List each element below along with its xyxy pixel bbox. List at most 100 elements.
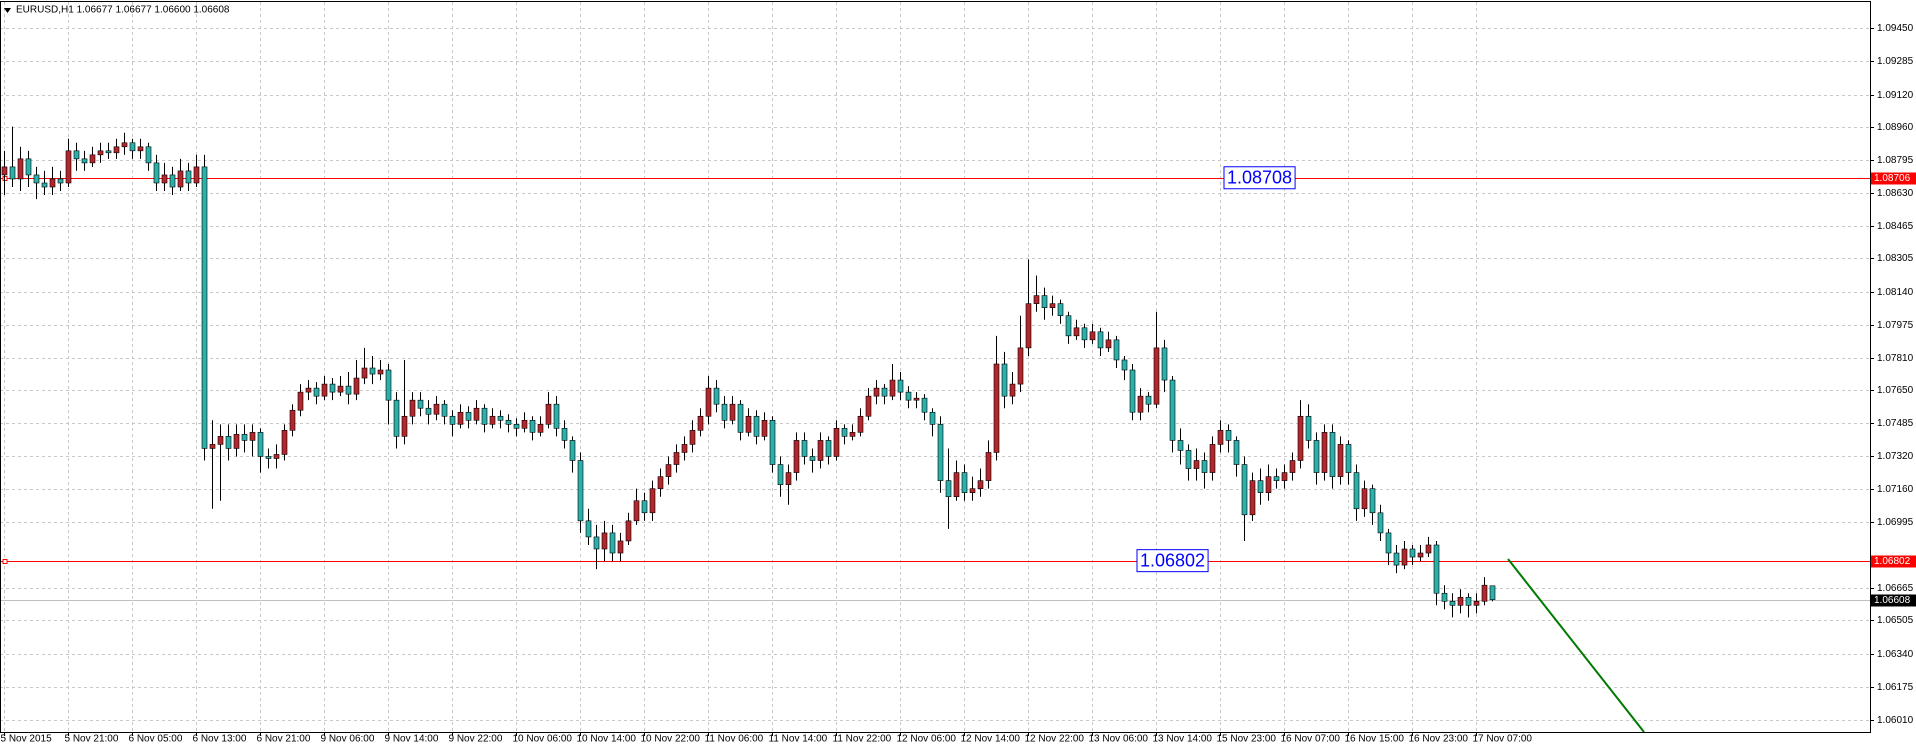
candle-body: [881, 387, 888, 397]
x-tick-label: 11 Nov 06:00: [705, 734, 764, 744]
candle-body: [161, 174, 168, 184]
candle-body: [1241, 464, 1248, 516]
candle-body: [1089, 331, 1096, 341]
y-tick-label: 1.08795: [1877, 155, 1914, 166]
candle-body: [145, 146, 152, 164]
candle-body: [777, 464, 784, 485]
candle-body: [49, 178, 56, 188]
y-tick-label: 1.09120: [1877, 90, 1914, 101]
candle-body: [1017, 347, 1024, 385]
candle-body: [1441, 592, 1448, 602]
candle-body: [185, 170, 192, 184]
candle-body: [745, 415, 752, 433]
y-tick-label: 1.08465: [1877, 221, 1914, 232]
candle-body: [1129, 369, 1136, 413]
candle-body: [1185, 450, 1192, 469]
candle-body: [1169, 379, 1176, 441]
candle-body: [329, 383, 336, 393]
x-tick-label: 16 Nov 23:00: [1409, 734, 1469, 744]
y-tick-label: 1.06010: [1877, 715, 1914, 726]
chart-title: EURUSD,H1 1.06677 1.06677 1.06600 1.0660…: [16, 5, 230, 16]
candle-body: [585, 520, 592, 538]
candle-body: [177, 170, 184, 188]
candle-body: [833, 428, 840, 457]
price-tag: [1871, 555, 1916, 568]
candle-body: [985, 452, 992, 481]
y-tick-label: 1.08140: [1877, 287, 1914, 298]
candle-body: [1137, 395, 1144, 413]
candle-body: [457, 411, 464, 425]
annotation-box: [1136, 549, 1209, 573]
candle-body: [65, 150, 72, 184]
mark-layer: 1.08708 1.06802: [0, 126, 1870, 733]
candle-body: [1025, 303, 1032, 349]
y-tick-label: 1.06995: [1877, 517, 1914, 528]
candle-body: [265, 456, 272, 459]
candle-body: [569, 440, 576, 461]
y-tick-label: 1.07975: [1877, 320, 1914, 331]
y-tick-label: 1.08305: [1877, 253, 1914, 264]
candle-body: [937, 424, 944, 481]
candle-body: [41, 182, 48, 188]
candle-body: [1033, 295, 1040, 304]
candle-body: [153, 162, 160, 184]
y-tick-label: 1.09285: [1877, 56, 1914, 67]
candle-body: [1121, 359, 1128, 371]
candle-body: [393, 399, 400, 437]
candle-body: [1041, 295, 1048, 308]
x-tick-label: 9 Nov 06:00: [321, 734, 375, 744]
x-tick-label: 13 Nov 06:00: [1089, 734, 1149, 744]
annotation-text: 1.06802: [1140, 550, 1205, 570]
last-price-label: 1.06608: [1874, 595, 1911, 606]
x-tick-label: 12 Nov 14:00: [961, 734, 1021, 744]
candle-body: [1193, 460, 1200, 469]
price-tag-label: 1.08706: [1874, 173, 1911, 184]
candle-body: [793, 440, 800, 473]
candle-body: [1385, 532, 1392, 554]
candle-body: [1449, 600, 1456, 606]
candle-body: [425, 407, 432, 415]
x-tick-label: 11 Nov 22:00: [833, 734, 892, 744]
candle-body: [729, 403, 736, 421]
y-tick-label: 1.08960: [1877, 122, 1914, 133]
candle-body: [305, 387, 312, 393]
candle-body: [849, 432, 856, 437]
x-tick-label: 13 Nov 14:00: [1153, 734, 1213, 744]
candle-body: [1417, 552, 1424, 558]
candle-body: [113, 146, 120, 154]
candle-body: [673, 452, 680, 465]
candle-body: [257, 432, 264, 457]
x-tick-label: 16 Nov 15:00: [1345, 734, 1405, 744]
candle-body: [785, 472, 792, 485]
candle-body: [841, 428, 848, 437]
x-tick-label: 6 Nov 21:00: [257, 734, 311, 744]
candle-body: [169, 174, 176, 188]
candle-body: [377, 369, 384, 375]
candle-body: [1249, 480, 1256, 516]
y-tick-label: 1.06175: [1877, 682, 1914, 693]
candle-body: [1457, 596, 1464, 606]
candle-body: [345, 385, 352, 395]
price-tag-label: 1.06802: [1874, 556, 1911, 567]
candle-body: [817, 440, 824, 461]
candle-body: [697, 415, 704, 431]
candle-body: [601, 532, 608, 550]
candle-body: [1481, 584, 1488, 602]
candle-body: [1, 166, 8, 176]
candle-body: [1161, 347, 1168, 381]
candle-body: [1257, 480, 1264, 493]
candle-body: [233, 434, 240, 449]
menu-arrow[interactable]: [4, 8, 11, 13]
candle-body: [1473, 600, 1480, 606]
y-tick-label: 1.07320: [1877, 451, 1914, 462]
candle-body: [809, 456, 816, 461]
candle-body: [945, 480, 952, 498]
x-tick-label: 5 Nov 2015: [1, 734, 53, 744]
candle-body: [217, 436, 224, 445]
x-tick-label: 10 Nov 22:00: [641, 734, 701, 744]
candle-body: [889, 379, 896, 397]
y-tick-label: 1.07485: [1877, 418, 1914, 429]
